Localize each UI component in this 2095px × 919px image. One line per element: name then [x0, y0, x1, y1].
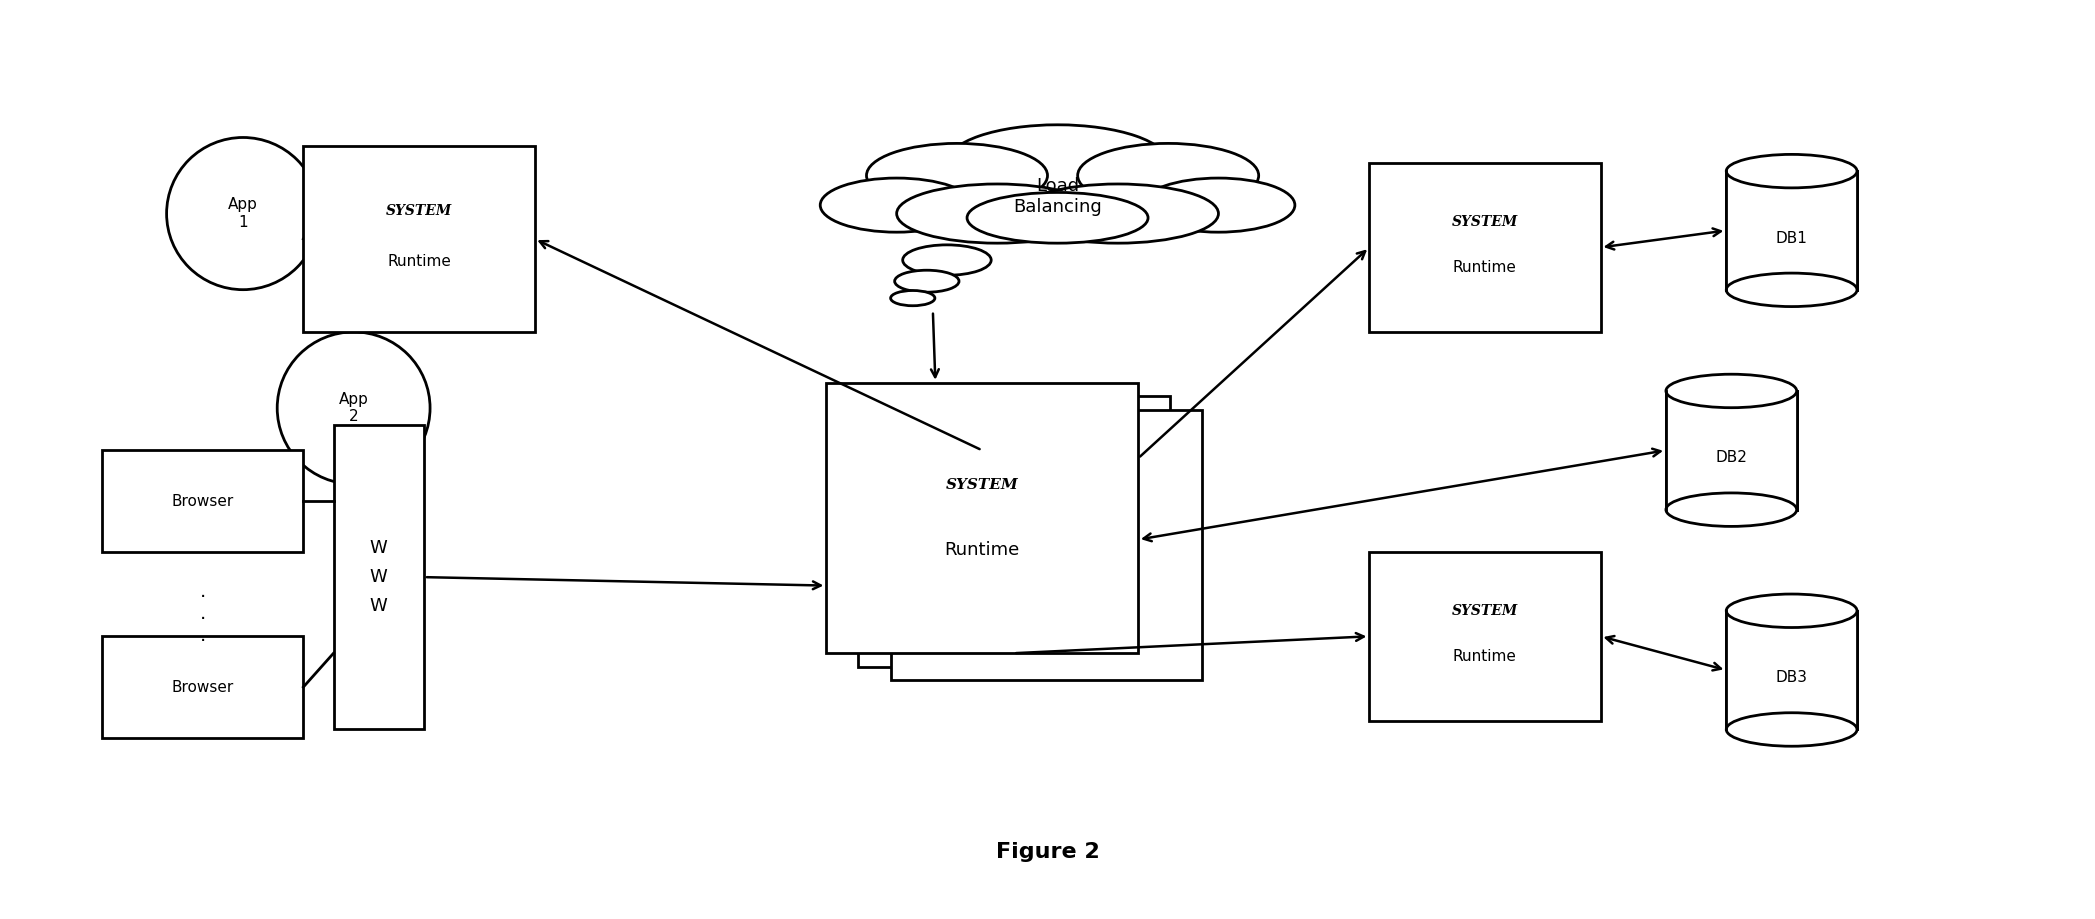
- Ellipse shape: [168, 138, 318, 289]
- FancyBboxPatch shape: [825, 382, 1138, 653]
- Text: DB1: DB1: [1777, 231, 1808, 245]
- Text: SYSTEM: SYSTEM: [385, 204, 453, 218]
- FancyBboxPatch shape: [890, 410, 1203, 680]
- Ellipse shape: [1077, 143, 1259, 208]
- FancyBboxPatch shape: [304, 146, 534, 332]
- Text: DB2: DB2: [1716, 450, 1747, 465]
- Ellipse shape: [897, 184, 1098, 244]
- Ellipse shape: [903, 244, 991, 276]
- Text: Runtime: Runtime: [1454, 260, 1517, 275]
- FancyBboxPatch shape: [103, 450, 304, 551]
- Ellipse shape: [890, 290, 934, 306]
- FancyBboxPatch shape: [1370, 163, 1601, 332]
- FancyBboxPatch shape: [103, 636, 304, 738]
- FancyBboxPatch shape: [859, 396, 1171, 667]
- Text: Browser: Browser: [172, 679, 235, 695]
- FancyBboxPatch shape: [1370, 551, 1601, 720]
- Text: App
2: App 2: [339, 391, 369, 425]
- Text: Load
Balancing: Load Balancing: [1014, 177, 1102, 216]
- Ellipse shape: [968, 192, 1148, 244]
- FancyBboxPatch shape: [1726, 611, 1856, 730]
- Text: W
W
W: W W W: [371, 539, 388, 616]
- Ellipse shape: [1726, 154, 1856, 187]
- Text: Runtime: Runtime: [388, 254, 450, 268]
- Text: Browser: Browser: [172, 494, 235, 508]
- Ellipse shape: [821, 178, 972, 233]
- Text: SYSTEM: SYSTEM: [1452, 215, 1519, 229]
- Ellipse shape: [895, 270, 960, 292]
- Text: SYSTEM: SYSTEM: [945, 479, 1018, 493]
- Text: ·
·
·: · · ·: [199, 588, 205, 651]
- Text: Figure 2: Figure 2: [995, 842, 1100, 862]
- Ellipse shape: [947, 125, 1169, 201]
- Text: Runtime: Runtime: [1454, 649, 1517, 664]
- Ellipse shape: [1666, 493, 1798, 527]
- Ellipse shape: [1142, 178, 1295, 233]
- Text: Runtime: Runtime: [945, 541, 1020, 560]
- Text: App
1: App 1: [228, 198, 258, 230]
- Ellipse shape: [867, 143, 1048, 208]
- Text: DB3: DB3: [1777, 670, 1808, 686]
- FancyBboxPatch shape: [333, 425, 423, 730]
- Ellipse shape: [1726, 594, 1856, 628]
- Text: SYSTEM: SYSTEM: [1452, 604, 1519, 618]
- FancyBboxPatch shape: [1726, 171, 1856, 289]
- Ellipse shape: [1018, 184, 1219, 244]
- Ellipse shape: [1726, 273, 1856, 307]
- Ellipse shape: [277, 332, 429, 484]
- Ellipse shape: [1666, 374, 1798, 408]
- Ellipse shape: [1726, 713, 1856, 746]
- FancyBboxPatch shape: [1666, 391, 1798, 510]
